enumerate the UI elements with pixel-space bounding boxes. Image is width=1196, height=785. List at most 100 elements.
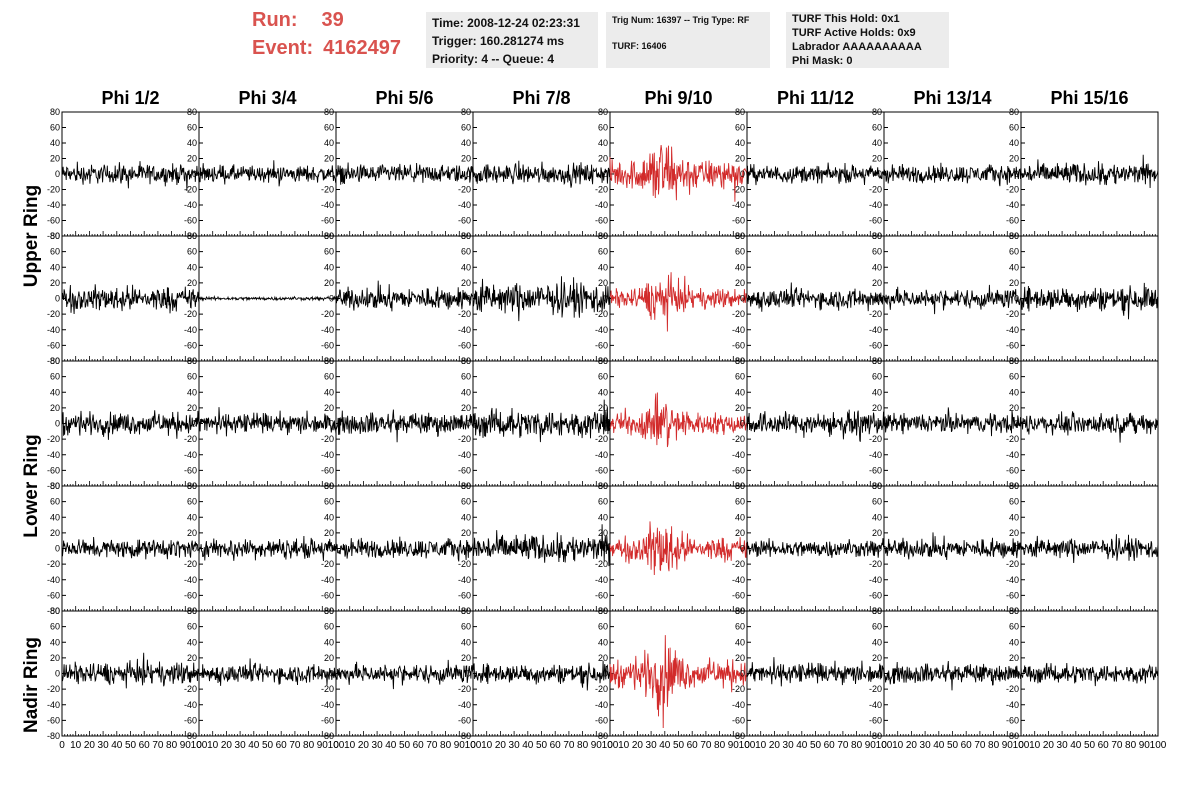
y-tick-label: 0 bbox=[877, 419, 882, 429]
y-tick-label: -20 bbox=[458, 684, 471, 694]
y-tick-label: -40 bbox=[732, 200, 745, 210]
y-tick-label: 80 bbox=[461, 231, 471, 241]
y-tick-label: 20 bbox=[872, 528, 882, 538]
turf-text: TURF: 16406 bbox=[612, 41, 667, 51]
y-tick-label: 0 bbox=[740, 419, 745, 429]
y-tick-label: 0 bbox=[1014, 169, 1019, 179]
waveform-series bbox=[335, 162, 474, 185]
y-tick-label: -40 bbox=[458, 200, 471, 210]
y-tick-label: 80 bbox=[735, 356, 745, 366]
y-tick-label: 20 bbox=[598, 154, 608, 164]
x-tick-label: 70 bbox=[152, 740, 164, 751]
y-tick-label: 20 bbox=[187, 403, 197, 413]
x-tick-label: 10 bbox=[1029, 740, 1041, 751]
waveform-series bbox=[1020, 534, 1159, 564]
y-tick-label: -60 bbox=[732, 216, 745, 226]
event-label: Event: bbox=[252, 37, 314, 59]
y-tick-label: 60 bbox=[735, 247, 745, 257]
y-tick-label: 80 bbox=[598, 606, 608, 616]
y-tick-label: 60 bbox=[598, 372, 608, 382]
y-tick-label: -20 bbox=[595, 434, 608, 444]
y-tick-label: -60 bbox=[321, 465, 334, 475]
column-header: Phi 13/14 bbox=[913, 88, 991, 108]
y-tick-label: 0 bbox=[192, 669, 197, 679]
y-tick-label: -60 bbox=[869, 590, 882, 600]
y-tick-label: -40 bbox=[732, 575, 745, 585]
x-tick-label: 80 bbox=[166, 740, 178, 751]
x-tick-label: 40 bbox=[796, 740, 808, 751]
y-tick-label: -40 bbox=[184, 200, 197, 210]
y-tick-label: -40 bbox=[47, 700, 60, 710]
y-tick-label: -20 bbox=[184, 559, 197, 569]
y-tick-label: 0 bbox=[877, 544, 882, 554]
y-tick-label: 20 bbox=[872, 653, 882, 663]
y-tick-label: -20 bbox=[184, 185, 197, 195]
y-tick-label: -40 bbox=[458, 325, 471, 335]
x-tick-label: 40 bbox=[248, 740, 260, 751]
y-tick-label: -60 bbox=[458, 216, 471, 226]
x-tick-label: 30 bbox=[1057, 740, 1069, 751]
y-tick-label: -60 bbox=[458, 465, 471, 475]
waveform-series bbox=[198, 535, 337, 562]
y-tick-label: 0 bbox=[603, 169, 608, 179]
y-tick-label: 20 bbox=[50, 278, 60, 288]
y-tick-label: -60 bbox=[321, 216, 334, 226]
y-tick-label: -20 bbox=[1006, 434, 1019, 444]
x-tick-label: 0 bbox=[881, 740, 887, 751]
y-tick-label: 80 bbox=[598, 356, 608, 366]
y-tick-label: -40 bbox=[595, 200, 608, 210]
y-tick-label: 40 bbox=[324, 138, 334, 148]
y-tick-label: -60 bbox=[47, 216, 60, 226]
y-tick-label: 20 bbox=[872, 403, 882, 413]
x-tick-label: 50 bbox=[1084, 740, 1096, 751]
y-tick-label: 20 bbox=[1009, 154, 1019, 164]
waveform-series bbox=[746, 162, 885, 186]
y-tick-label: -20 bbox=[1006, 559, 1019, 569]
y-tick-label: 80 bbox=[187, 606, 197, 616]
y-tick-label: -40 bbox=[869, 575, 882, 585]
y-tick-label: 80 bbox=[324, 231, 334, 241]
y-tick-label: -60 bbox=[869, 715, 882, 725]
x-tick-label: 100 bbox=[328, 740, 345, 751]
y-tick-label: -20 bbox=[1006, 185, 1019, 195]
y-tick-label: -40 bbox=[595, 325, 608, 335]
x-tick-label: 50 bbox=[399, 740, 411, 751]
waveform-series bbox=[335, 536, 474, 562]
phi-mask-text: Phi Mask: 0 bbox=[792, 55, 853, 67]
x-tick-label: 30 bbox=[920, 740, 932, 751]
waveform-series bbox=[883, 284, 1022, 315]
x-tick-label: 60 bbox=[687, 740, 699, 751]
x-tick-label: 30 bbox=[235, 740, 247, 751]
y-tick-label: 80 bbox=[461, 606, 471, 616]
x-tick-label: 100 bbox=[191, 740, 208, 751]
x-tick-label: 10 bbox=[618, 740, 630, 751]
x-tick-label: 10 bbox=[755, 740, 767, 751]
x-tick-label: 100 bbox=[739, 740, 756, 751]
y-tick-label: -60 bbox=[595, 465, 608, 475]
y-tick-label: -20 bbox=[321, 559, 334, 569]
x-tick-label: 80 bbox=[1125, 740, 1137, 751]
y-tick-label: -40 bbox=[1006, 200, 1019, 210]
y-tick-label: -40 bbox=[321, 450, 334, 460]
x-tick-label: 50 bbox=[536, 740, 548, 751]
y-tick-label: 20 bbox=[50, 528, 60, 538]
y-tick-label: -40 bbox=[184, 325, 197, 335]
column-header: Phi 15/16 bbox=[1050, 88, 1128, 108]
y-tick-label: 40 bbox=[187, 637, 197, 647]
y-tick-label: 0 bbox=[603, 419, 608, 429]
y-tick-label: 80 bbox=[1009, 606, 1019, 616]
y-tick-label: -60 bbox=[458, 340, 471, 350]
waveform-series bbox=[61, 161, 200, 192]
y-tick-label: 40 bbox=[461, 387, 471, 397]
y-tick-label: 0 bbox=[466, 544, 471, 554]
y-tick-label: -80 bbox=[184, 731, 197, 741]
y-tick-label: 0 bbox=[192, 169, 197, 179]
y-tick-label: 20 bbox=[187, 154, 197, 164]
x-tick-label: 20 bbox=[221, 740, 233, 751]
x-tick-label: 20 bbox=[769, 740, 781, 751]
y-tick-label: 40 bbox=[872, 262, 882, 272]
y-tick-label: 60 bbox=[50, 497, 60, 507]
x-tick-label: 90 bbox=[180, 740, 192, 751]
x-tick-label: 20 bbox=[358, 740, 370, 751]
y-tick-label: -40 bbox=[869, 325, 882, 335]
